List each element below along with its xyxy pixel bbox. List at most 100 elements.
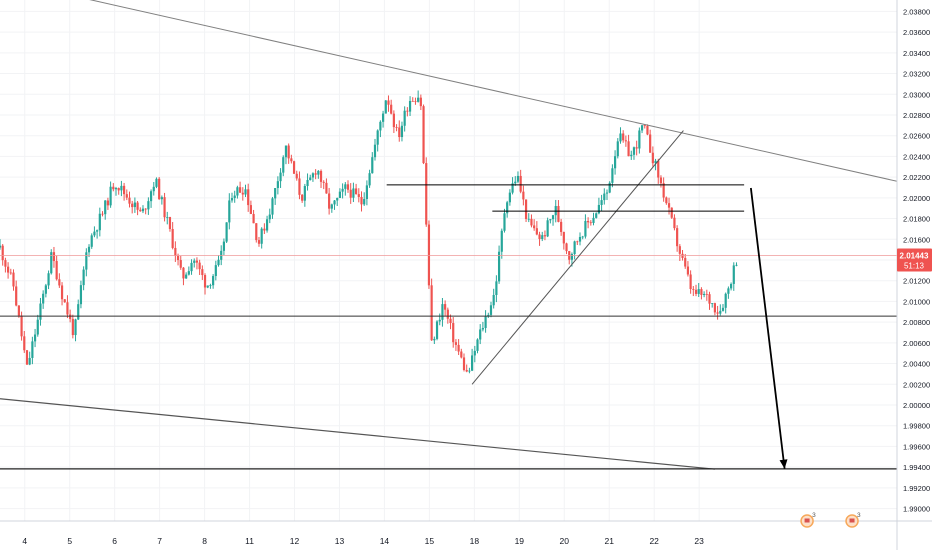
x-tick-label: 14 [380, 536, 390, 546]
candle-body [79, 285, 83, 305]
current-price-label: 2.01443 [900, 252, 929, 261]
candle-body [708, 294, 711, 304]
candle-body [290, 158, 293, 162]
candle-body [96, 230, 99, 232]
candle-body [174, 247, 177, 256]
candle-body [90, 235, 93, 247]
candle-body [225, 222, 228, 242]
candle-body [39, 303, 42, 320]
x-tick-label: 11 [245, 536, 254, 546]
candle-body [149, 191, 153, 202]
candles [0, 90, 738, 374]
candle-body [187, 271, 190, 275]
countdown-label: 51:13 [904, 262, 925, 271]
candle-body [193, 260, 196, 263]
x-tick-label: 15 [425, 536, 435, 546]
candle-body [58, 279, 61, 286]
candle-body [403, 110, 406, 126]
candle-body [530, 218, 533, 226]
candle-body [209, 285, 212, 287]
y-tick-label: 2.02600 [903, 132, 930, 141]
candle-body [306, 180, 309, 187]
candle-body [166, 217, 169, 218]
candle-body [241, 192, 244, 195]
candle-body [692, 289, 695, 290]
candle-body [581, 236, 584, 238]
candle-body [506, 202, 509, 214]
candle-body [15, 286, 18, 306]
candle-body [427, 224, 431, 286]
candle-body [125, 194, 128, 198]
upper-trendline[interactable] [22, 0, 898, 182]
x-tick-label: 21 [605, 536, 615, 546]
candle-body [697, 289, 700, 294]
candle-body [136, 202, 139, 210]
x-tick-label: 22 [649, 536, 659, 546]
candle-body [449, 318, 452, 324]
candle-body [551, 215, 555, 220]
candle-body [452, 323, 455, 343]
candle-body [265, 219, 269, 231]
candle-body [87, 246, 91, 253]
candle-body [557, 206, 560, 222]
candle-body [651, 152, 654, 164]
candle-body [379, 121, 382, 131]
candle-body [700, 289, 703, 295]
candle-body [122, 185, 126, 195]
candle-body [689, 274, 692, 290]
candle-body [371, 157, 374, 174]
candle-body [670, 207, 673, 218]
candle-body [546, 220, 549, 237]
candle-body [465, 369, 468, 372]
lower-trendline[interactable] [0, 398, 715, 470]
candle-body [109, 186, 112, 206]
candle-body [381, 113, 385, 122]
candle-body [319, 170, 323, 182]
candle-body [363, 199, 366, 205]
candle-body [425, 163, 428, 225]
y-tick-label: 2.01600 [903, 235, 930, 244]
candle-body [236, 187, 239, 196]
price-badge-box [897, 248, 932, 272]
candle-body [430, 285, 433, 341]
candle-body [519, 175, 522, 192]
candle-body [560, 221, 563, 232]
x-tick-label: 13 [335, 536, 345, 546]
candle-body [495, 281, 498, 295]
candle-body [511, 183, 514, 193]
x-tick-label: 23 [694, 536, 704, 546]
candle-body [392, 113, 395, 128]
candle-body [144, 208, 147, 210]
candle-body [484, 316, 487, 329]
candle-body [201, 269, 204, 276]
candle-body [667, 203, 671, 208]
candle-body [0, 245, 2, 248]
projection-arrow[interactable] [749, 187, 786, 469]
candle-body [503, 213, 506, 231]
x-tick-label: 7 [157, 536, 162, 546]
candle-body [624, 140, 627, 142]
candle-body [603, 193, 606, 201]
candle-body [295, 173, 298, 179]
candle-body [676, 228, 679, 247]
y-tick-label: 2.00400 [903, 360, 930, 369]
candle-body [336, 197, 339, 201]
candle-body [573, 241, 576, 254]
candle-body [533, 225, 536, 229]
candle-body [344, 184, 347, 189]
x-tick-label: 19 [515, 536, 525, 546]
rising-trendline[interactable] [471, 130, 684, 385]
x-tick-label: 6 [112, 536, 117, 546]
candle-body [182, 267, 185, 279]
candle-body [168, 217, 172, 230]
candle-body [33, 334, 37, 342]
candle-body [489, 305, 493, 315]
candle-body [446, 309, 449, 319]
candle-body [244, 189, 247, 195]
candle-body [595, 213, 598, 218]
candle-body [6, 266, 10, 273]
candle-body [98, 213, 101, 231]
candle-body [457, 344, 460, 352]
